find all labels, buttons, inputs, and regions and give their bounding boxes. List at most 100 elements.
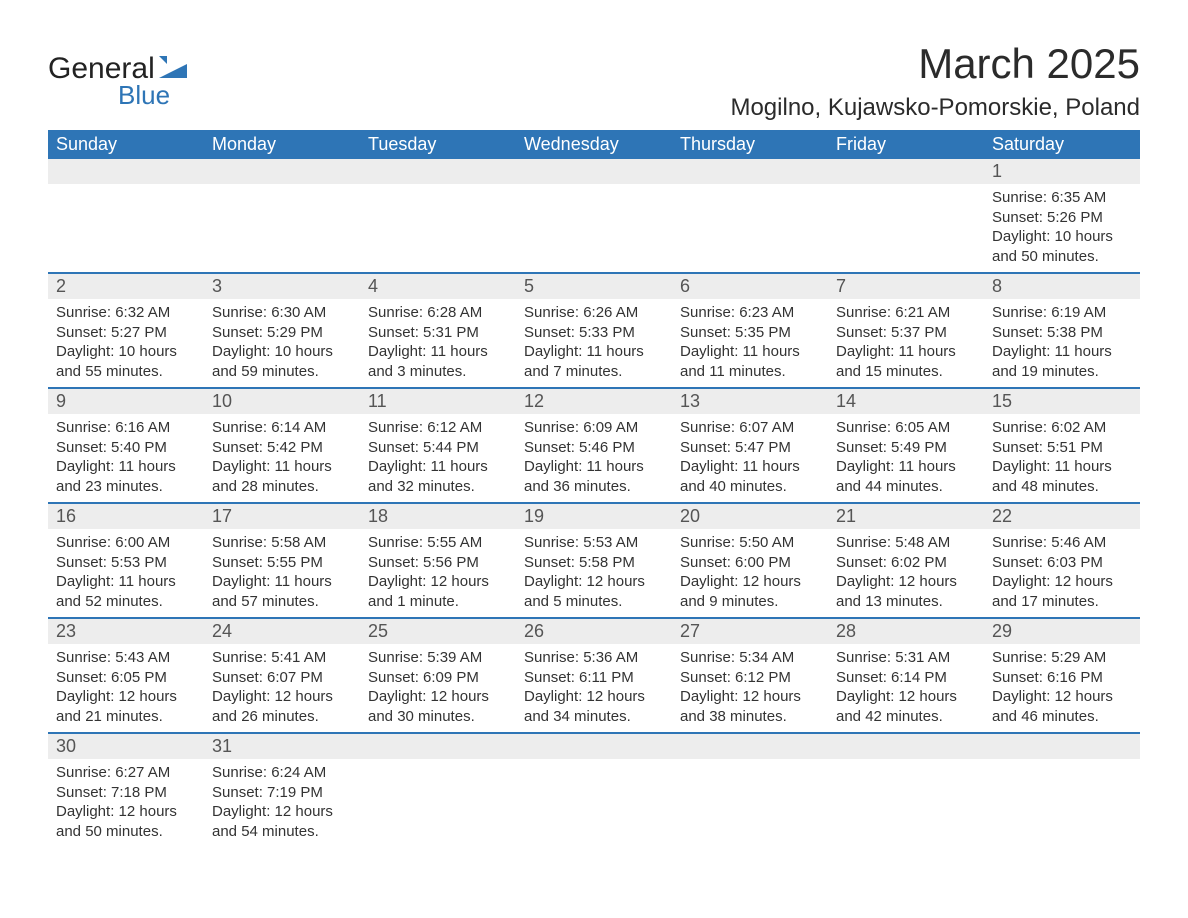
sunrise-line: Sunrise: 6:19 AM <box>992 303 1132 323</box>
daylight-line: Daylight: 12 hours and 30 minutes. <box>368 687 508 726</box>
sunset-line: Sunset: 6:12 PM <box>680 668 820 688</box>
daylight-line: Daylight: 11 hours and 11 minutes. <box>680 342 820 381</box>
sunset-line: Sunset: 6:09 PM <box>368 668 508 688</box>
sunset-line: Sunset: 5:27 PM <box>56 323 196 343</box>
sunrise-line: Sunrise: 6:05 AM <box>836 418 976 438</box>
day-number <box>828 159 984 184</box>
day-cell: Sunrise: 6:23 AMSunset: 5:35 PMDaylight:… <box>672 299 828 388</box>
daylight-line: Daylight: 10 hours and 59 minutes. <box>212 342 352 381</box>
weekday-header: Wednesday <box>516 130 672 159</box>
day-cell: Sunrise: 6:09 AMSunset: 5:46 PMDaylight:… <box>516 414 672 503</box>
sunset-line: Sunset: 5:38 PM <box>992 323 1132 343</box>
daylight-line: Daylight: 11 hours and 23 minutes. <box>56 457 196 496</box>
day-number: 31 <box>204 733 360 759</box>
day-cell: Sunrise: 5:55 AMSunset: 5:56 PMDaylight:… <box>360 529 516 618</box>
day-number <box>672 159 828 184</box>
sunset-line: Sunset: 5:26 PM <box>992 208 1132 228</box>
sunrise-line: Sunrise: 6:07 AM <box>680 418 820 438</box>
day-cell <box>672 184 828 273</box>
sunrise-line: Sunrise: 5:39 AM <box>368 648 508 668</box>
day-cell <box>360 759 516 847</box>
day-data-row: Sunrise: 6:00 AMSunset: 5:53 PMDaylight:… <box>48 529 1140 618</box>
day-number-row: 3031 <box>48 733 1140 759</box>
day-cell: Sunrise: 5:58 AMSunset: 5:55 PMDaylight:… <box>204 529 360 618</box>
day-cell: Sunrise: 5:39 AMSunset: 6:09 PMDaylight:… <box>360 644 516 733</box>
daylight-line: Daylight: 12 hours and 17 minutes. <box>992 572 1132 611</box>
day-cell <box>828 184 984 273</box>
sunrise-line: Sunrise: 5:29 AM <box>992 648 1132 668</box>
day-number: 1 <box>984 159 1140 184</box>
logo-text-blue: Blue <box>118 82 170 108</box>
day-number: 10 <box>204 388 360 414</box>
sunrise-line: Sunrise: 6:32 AM <box>56 303 196 323</box>
sunset-line: Sunset: 5:56 PM <box>368 553 508 573</box>
day-cell: Sunrise: 6:26 AMSunset: 5:33 PMDaylight:… <box>516 299 672 388</box>
title-block: March 2025 Mogilno, Kujawsko-Pomorskie, … <box>730 40 1140 122</box>
sunset-line: Sunset: 6:07 PM <box>212 668 352 688</box>
day-cell: Sunrise: 6:07 AMSunset: 5:47 PMDaylight:… <box>672 414 828 503</box>
daylight-line: Daylight: 10 hours and 55 minutes. <box>56 342 196 381</box>
daylight-line: Daylight: 11 hours and 19 minutes. <box>992 342 1132 381</box>
sunrise-line: Sunrise: 6:35 AM <box>992 188 1132 208</box>
sunset-line: Sunset: 5:44 PM <box>368 438 508 458</box>
sunset-line: Sunset: 5:51 PM <box>992 438 1132 458</box>
day-number: 30 <box>48 733 204 759</box>
sunrise-line: Sunrise: 5:55 AM <box>368 533 508 553</box>
day-cell: Sunrise: 5:43 AMSunset: 6:05 PMDaylight:… <box>48 644 204 733</box>
daylight-line: Daylight: 12 hours and 5 minutes. <box>524 572 664 611</box>
sunset-line: Sunset: 5:42 PM <box>212 438 352 458</box>
logo: General Blue <box>48 40 187 108</box>
sunrise-line: Sunrise: 5:58 AM <box>212 533 352 553</box>
daylight-line: Daylight: 12 hours and 54 minutes. <box>212 802 352 841</box>
sunrise-line: Sunrise: 5:50 AM <box>680 533 820 553</box>
day-number <box>516 159 672 184</box>
day-cell: Sunrise: 5:41 AMSunset: 6:07 PMDaylight:… <box>204 644 360 733</box>
daylight-line: Daylight: 11 hours and 44 minutes. <box>836 457 976 496</box>
day-number <box>204 159 360 184</box>
sunrise-line: Sunrise: 6:26 AM <box>524 303 664 323</box>
day-cell <box>516 184 672 273</box>
sunset-line: Sunset: 6:02 PM <box>836 553 976 573</box>
day-cell: Sunrise: 5:53 AMSunset: 5:58 PMDaylight:… <box>516 529 672 618</box>
day-cell: Sunrise: 6:02 AMSunset: 5:51 PMDaylight:… <box>984 414 1140 503</box>
sunrise-line: Sunrise: 5:41 AM <box>212 648 352 668</box>
sunrise-line: Sunrise: 6:21 AM <box>836 303 976 323</box>
day-number: 3 <box>204 273 360 299</box>
sunrise-line: Sunrise: 5:46 AM <box>992 533 1132 553</box>
daylight-line: Daylight: 11 hours and 15 minutes. <box>836 342 976 381</box>
day-number <box>360 159 516 184</box>
day-number: 4 <box>360 273 516 299</box>
month-title: March 2025 <box>730 40 1140 88</box>
day-cell <box>204 184 360 273</box>
day-number: 13 <box>672 388 828 414</box>
sunrise-line: Sunrise: 6:00 AM <box>56 533 196 553</box>
daylight-line: Daylight: 12 hours and 46 minutes. <box>992 687 1132 726</box>
day-number: 16 <box>48 503 204 529</box>
weekday-header: Monday <box>204 130 360 159</box>
weekday-header: Saturday <box>984 130 1140 159</box>
header: General Blue March 2025 Mogilno, Kujawsk… <box>48 40 1140 122</box>
day-cell <box>984 759 1140 847</box>
calendar-table: SundayMondayTuesdayWednesdayThursdayFrid… <box>48 130 1140 847</box>
daylight-line: Daylight: 11 hours and 40 minutes. <box>680 457 820 496</box>
sunset-line: Sunset: 6:11 PM <box>524 668 664 688</box>
sunset-line: Sunset: 5:29 PM <box>212 323 352 343</box>
sunset-line: Sunset: 5:47 PM <box>680 438 820 458</box>
daylight-line: Daylight: 11 hours and 57 minutes. <box>212 572 352 611</box>
day-cell: Sunrise: 5:34 AMSunset: 6:12 PMDaylight:… <box>672 644 828 733</box>
day-number: 18 <box>360 503 516 529</box>
sunrise-line: Sunrise: 5:34 AM <box>680 648 820 668</box>
sunset-line: Sunset: 5:55 PM <box>212 553 352 573</box>
sunrise-line: Sunrise: 5:43 AM <box>56 648 196 668</box>
day-cell <box>828 759 984 847</box>
day-cell: Sunrise: 6:21 AMSunset: 5:37 PMDaylight:… <box>828 299 984 388</box>
day-number-row: 23242526272829 <box>48 618 1140 644</box>
sunrise-line: Sunrise: 5:31 AM <box>836 648 976 668</box>
day-cell: Sunrise: 6:05 AMSunset: 5:49 PMDaylight:… <box>828 414 984 503</box>
day-data-row: Sunrise: 5:43 AMSunset: 6:05 PMDaylight:… <box>48 644 1140 733</box>
daylight-line: Daylight: 11 hours and 36 minutes. <box>524 457 664 496</box>
daylight-line: Daylight: 12 hours and 26 minutes. <box>212 687 352 726</box>
day-cell: Sunrise: 6:16 AMSunset: 5:40 PMDaylight:… <box>48 414 204 503</box>
sunset-line: Sunset: 5:37 PM <box>836 323 976 343</box>
sunset-line: Sunset: 6:03 PM <box>992 553 1132 573</box>
